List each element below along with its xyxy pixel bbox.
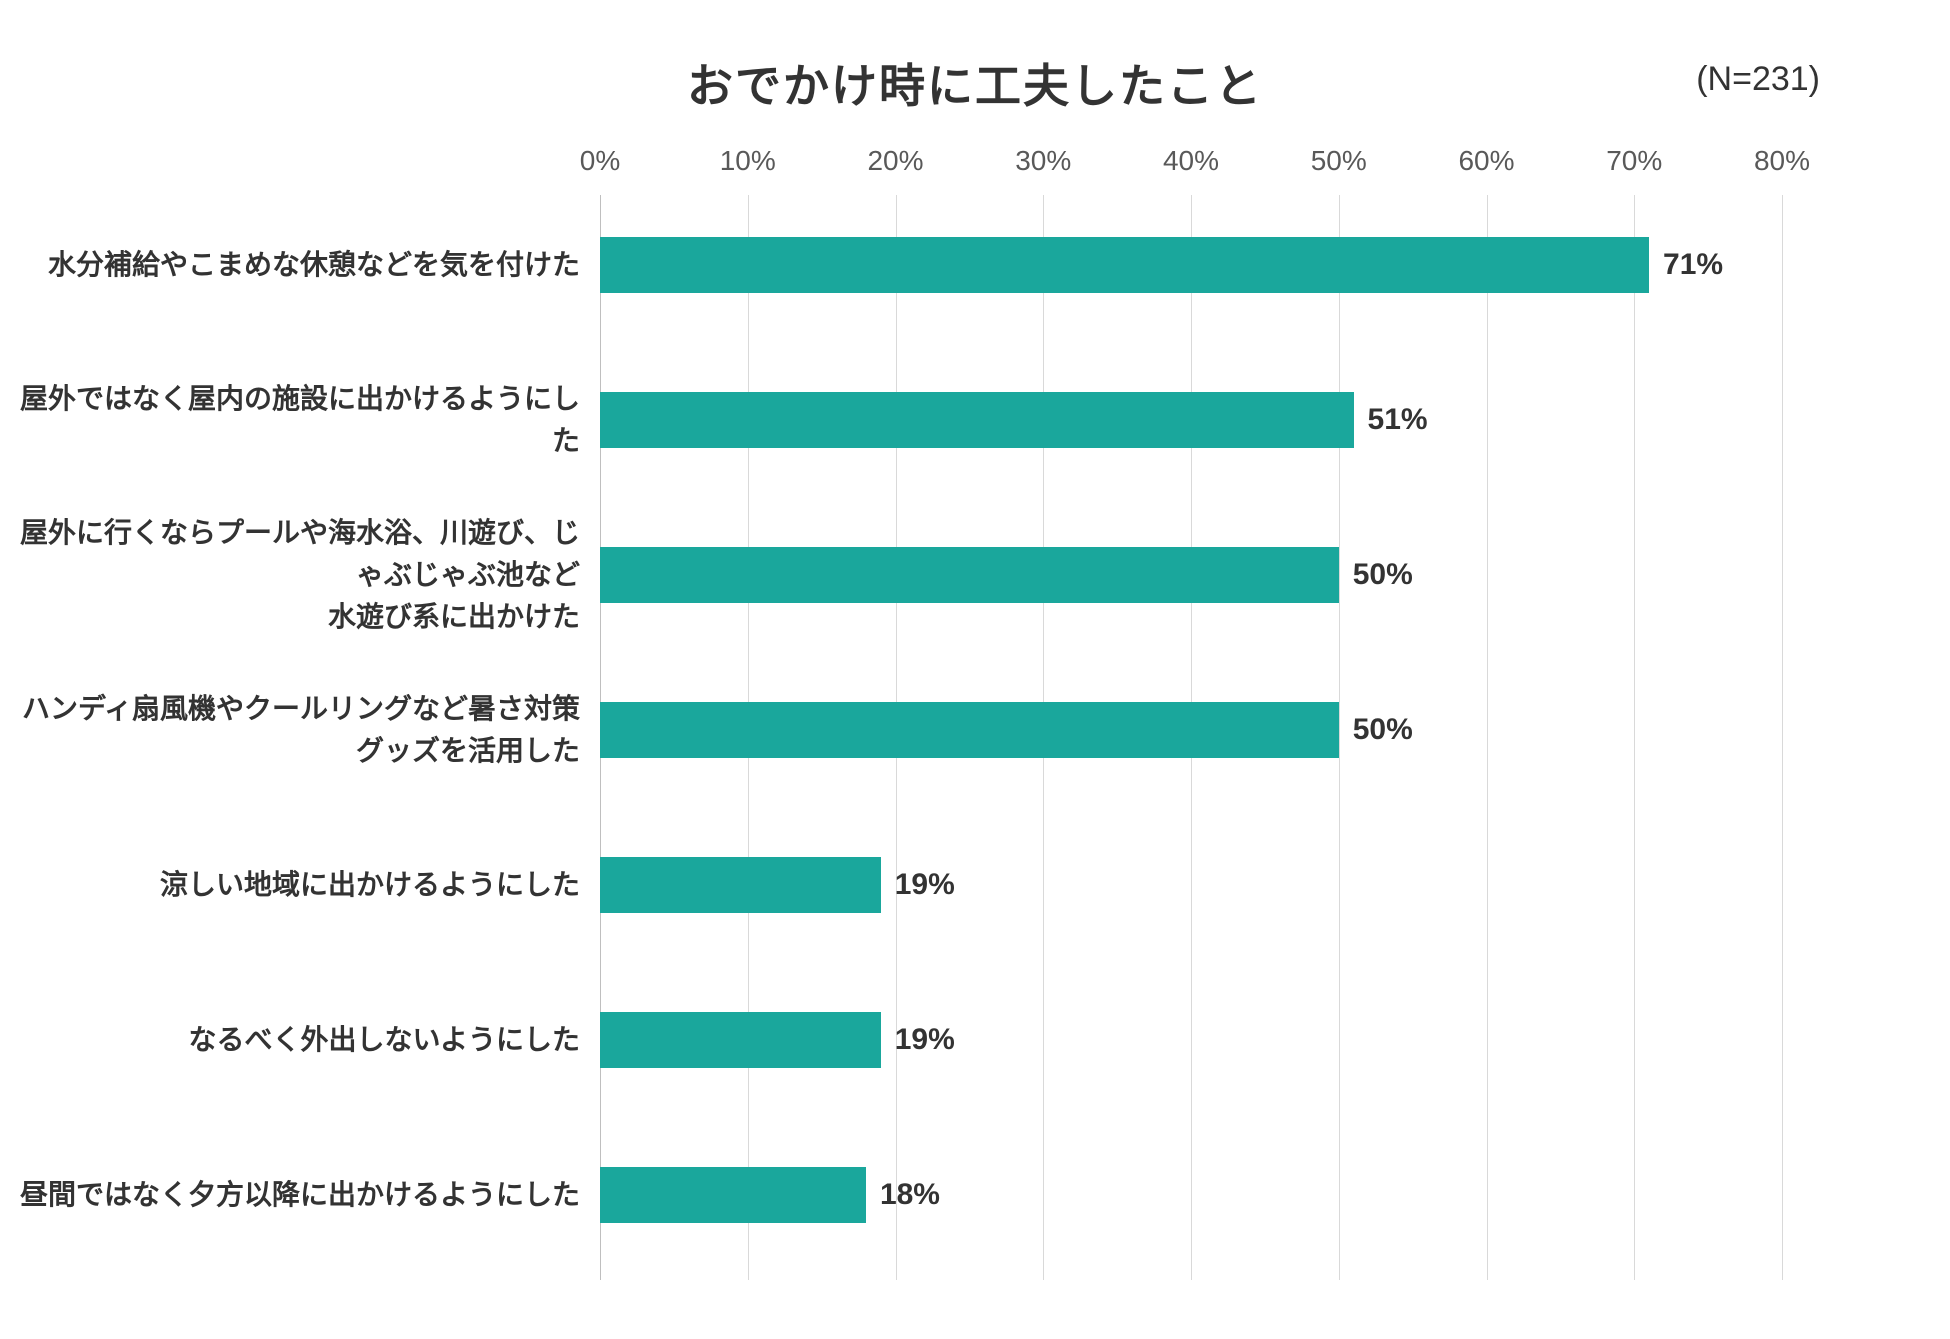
bar	[600, 547, 1339, 603]
value-label: 18%	[880, 1178, 940, 1212]
value-label: 19%	[895, 1023, 955, 1057]
category-label: なるべく外出しないようにした	[20, 1019, 580, 1061]
bar	[600, 702, 1339, 758]
bar-row: 18%	[600, 1167, 1782, 1223]
bar-row: 50%	[600, 547, 1782, 603]
bar-row: 71%	[600, 237, 1782, 293]
plot-area: 71% 51% 50% 50% 19% 19% 18%	[600, 195, 1782, 1280]
value-label: 50%	[1353, 713, 1413, 747]
x-tick-label: 20%	[867, 145, 923, 177]
value-label: 71%	[1663, 248, 1723, 282]
x-tick-label: 50%	[1311, 145, 1367, 177]
bar-row: 51%	[600, 392, 1782, 448]
category-label: 昼間ではなく夕方以降に出かけるようにした	[20, 1174, 580, 1216]
category-label: 屋外ではなく屋内の施設に出かけるようにした	[20, 378, 580, 462]
x-tick-label: 10%	[720, 145, 776, 177]
x-tick-label: 80%	[1754, 145, 1810, 177]
bar-row: 19%	[600, 1012, 1782, 1068]
bar	[600, 392, 1354, 448]
title-row: おでかけ時に工夫したこと	[0, 50, 1950, 116]
chart-title: おでかけ時に工夫したこと	[687, 60, 1263, 112]
x-tick-label: 70%	[1606, 145, 1662, 177]
value-label: 50%	[1353, 558, 1413, 592]
bar	[600, 237, 1649, 293]
gridline	[1782, 195, 1783, 1280]
category-label: 屋外に行くならプールや海水浴、川遊び、じゃぶじゃぶ池など水遊び系に出かけた	[20, 512, 580, 638]
x-tick-label: 60%	[1458, 145, 1514, 177]
chart-container: おでかけ時に工夫したこと (N=231) 0% 10% 20% 30% 40% 50% 60…	[0, 0, 1950, 1339]
bar-row: 19%	[600, 857, 1782, 913]
value-label: 51%	[1368, 403, 1428, 437]
category-label: 涼しい地域に出かけるようにした	[20, 864, 580, 906]
bar	[600, 1167, 866, 1223]
bar-row: 50%	[600, 702, 1782, 758]
chart-subtitle: (N=231)	[1696, 60, 1820, 99]
x-axis-labels: 0%10%20%30%40%50%60%70%80%	[600, 145, 1782, 185]
category-label: 水分補給やこまめな休憩などを気を付けた	[20, 244, 580, 286]
bar	[600, 857, 881, 913]
x-tick-label: 30%	[1015, 145, 1071, 177]
x-tick-label: 40%	[1163, 145, 1219, 177]
value-label: 19%	[895, 868, 955, 902]
category-label: ハンディ扇風機やクールリングなど暑さ対策グッズを活用した	[20, 688, 580, 772]
bar	[600, 1012, 881, 1068]
x-tick-label: 0%	[580, 145, 620, 177]
